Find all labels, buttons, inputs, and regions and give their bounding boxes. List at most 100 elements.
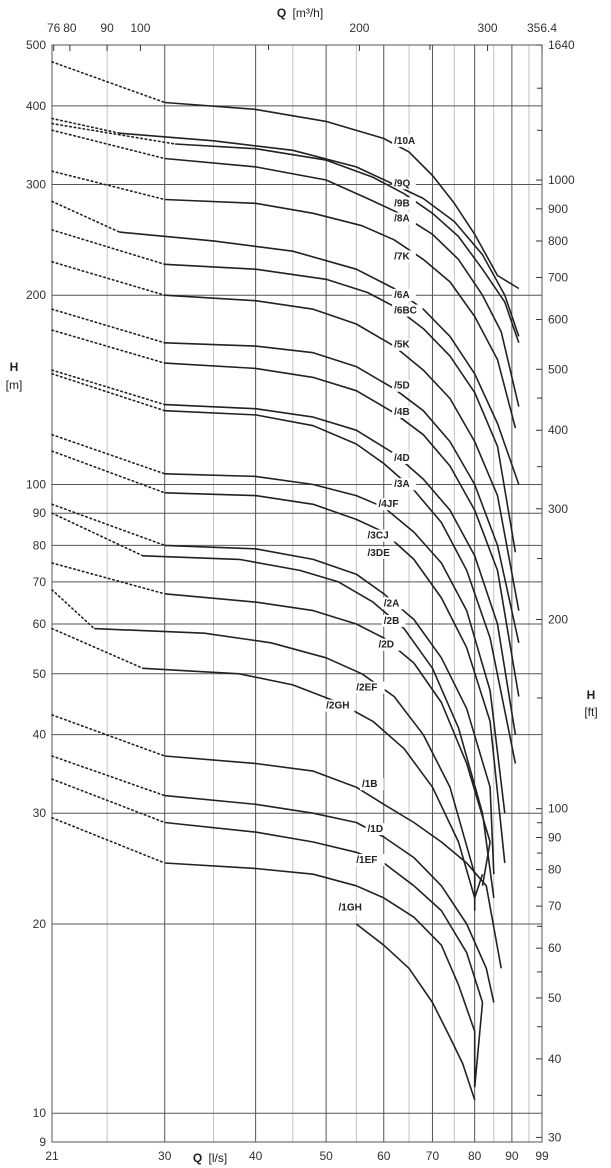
x-bottom-tick-label: 99	[535, 1149, 549, 1163]
x-bottom-tick-label: 50	[319, 1149, 333, 1163]
y-right-tick-label: 1640	[548, 38, 575, 52]
pump-curve-label: /2EF	[356, 683, 377, 694]
x-bottom-tick-label: 80	[468, 1149, 482, 1163]
y-left-tick-label: 70	[33, 575, 47, 589]
pump-curve: /1D	[51, 778, 484, 1088]
x-top-tick-label: 76	[47, 21, 61, 35]
y-right-tick-label: 800	[548, 234, 568, 248]
y-right-tick-label: 30	[548, 1130, 562, 1144]
pump-curve-extension	[51, 589, 95, 630]
pump-curve-label: /4D	[394, 453, 410, 464]
y-left-tick-label: 100	[26, 477, 46, 491]
pump-curve: /2EF	[51, 627, 484, 899]
pump-curve: /9B	[51, 122, 520, 344]
pump-curve: /8A	[51, 129, 520, 407]
plot-area	[51, 44, 543, 1143]
pump-curve-extension	[51, 229, 166, 266]
y-right-tick-label: 100	[548, 802, 568, 816]
pump-curve-extension	[51, 627, 144, 670]
pump-curve-line	[355, 923, 476, 1101]
pump-curve-label-background	[392, 250, 416, 263]
y-left-axis-label: H	[10, 360, 19, 374]
pump-curve: /4JF	[51, 433, 506, 814]
pump-curve: /4B	[51, 329, 520, 697]
pump-curve-extension	[51, 129, 166, 160]
x-top-tick-label: 356.4	[527, 21, 557, 35]
pump-curve-extension	[51, 433, 166, 475]
pump-curve-label: /2A	[384, 598, 400, 609]
pump-curve-label: /2D	[378, 640, 394, 651]
pump-curve: /5D	[51, 308, 520, 643]
y-right-tick-label: 900	[548, 202, 568, 216]
pump-curve-label: /4JF	[378, 499, 398, 510]
y-left-tick-label: 20	[33, 917, 47, 931]
pump-curve-extension	[51, 61, 166, 104]
pump-curve-line	[164, 101, 520, 290]
pump-curve-label-background	[392, 304, 423, 317]
grid-lines	[51, 44, 543, 1143]
pump-curve-label: /1EF	[356, 855, 377, 866]
pump-curve-extension	[51, 755, 166, 797]
y-right-tick-label: 700	[548, 270, 568, 284]
x-top-axis-title: Q [m³/h]	[277, 6, 323, 20]
pump-curve-label-background	[392, 405, 416, 418]
x-bottom-tick-label: 40	[249, 1149, 263, 1163]
y-left-tick-label: 500	[26, 38, 46, 52]
pump-curve-label-background	[392, 212, 416, 225]
y-right-tick-label: 1000	[548, 173, 575, 187]
x-top-tick-label: 300	[478, 21, 498, 35]
pump-curve-line	[119, 132, 520, 337]
pump-curve-label: /1GH	[339, 903, 362, 914]
x-bottom-axis-unit: [l/s]	[209, 1151, 228, 1165]
pump-curve-label-background	[359, 778, 384, 791]
pump-curve: /3A	[51, 373, 517, 764]
pump-curve-line	[164, 821, 484, 1088]
pump-curve-label-background	[365, 529, 396, 542]
pump-curve-label: /8A	[394, 213, 410, 224]
left-axis-ticks: 9 10 20 30 40 50 60 70 80 90 100 200 300 400 500	[26, 38, 46, 1149]
pump-curve-line	[164, 263, 517, 553]
pump-curve-extension	[51, 714, 166, 757]
pump-curve-label-background	[392, 379, 416, 392]
pump-curve-label-background	[354, 681, 385, 694]
y-right-tick-label: 40	[548, 1052, 562, 1066]
pump-curve-label: /3A	[394, 479, 410, 490]
pump-curve-extension	[51, 261, 166, 296]
y-right-tick-label: 50	[548, 991, 562, 1005]
pump-curve-label-background	[381, 614, 406, 627]
pump-curve: /6BC	[51, 229, 517, 553]
y-right-tick-label: 400	[548, 423, 568, 437]
pump-curve-label: /2B	[384, 616, 400, 627]
pump-curve: /1GH	[336, 901, 476, 1101]
y-left-tick-label: 40	[33, 728, 47, 742]
pump-curve-line	[164, 755, 502, 969]
pump-curve-extension	[51, 373, 166, 412]
pump-curve: /7K	[51, 170, 517, 429]
pump-curve-line	[164, 409, 517, 764]
pump-curve-line	[164, 492, 506, 864]
pump-curve-extension	[51, 562, 166, 595]
x-bottom-axis-title: Q [l/s]	[193, 1151, 227, 1165]
pump-curve: /1EF	[51, 817, 476, 1088]
pump-curve-extension	[51, 170, 166, 201]
y-right-tick-label: 600	[548, 313, 568, 327]
pump-curve-label: /1B	[362, 779, 378, 790]
y-left-tick-label: 90	[33, 506, 47, 520]
pump-curve-label-background	[376, 638, 401, 651]
y-left-tick-label: 80	[33, 538, 47, 552]
pump-curve-extension	[51, 817, 166, 864]
top-axis-ticks: 76 80 90 100 200 300 356.4	[47, 21, 557, 51]
pump-curve: /5K	[51, 261, 520, 611]
x-top-axis-unit: [m³/h]	[293, 6, 324, 20]
x-bottom-tick-label: 60	[377, 1149, 391, 1163]
pump-curve-label-background	[376, 498, 407, 511]
pump-curve-extension	[51, 329, 166, 364]
pump-curve: /9Q	[51, 117, 520, 337]
pump-curve-label-background	[354, 854, 385, 867]
pump-curve-label: /1D	[368, 824, 384, 835]
pump-curve-label: /3DE	[368, 548, 391, 559]
pump-curve-label: /3CJ	[368, 531, 389, 542]
pump-curve-label-background	[392, 338, 416, 351]
pump-curve: /1B	[51, 755, 495, 1003]
